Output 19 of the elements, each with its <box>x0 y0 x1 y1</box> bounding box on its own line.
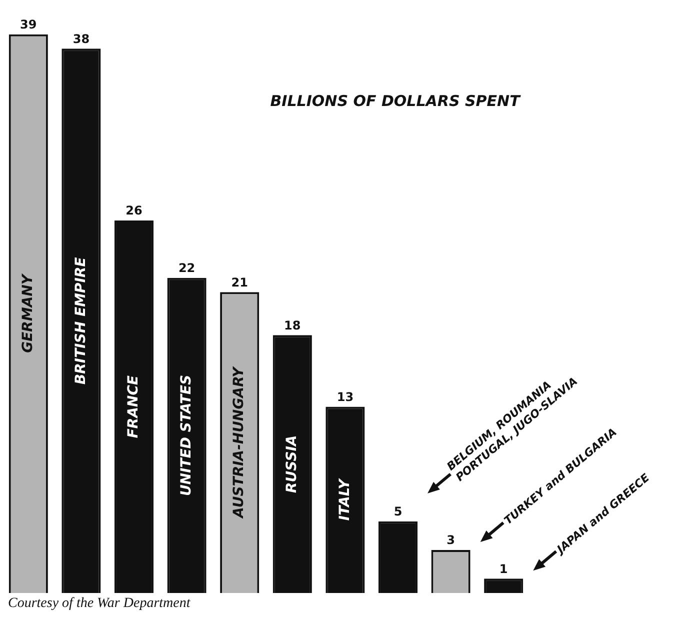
text: Courtesy of the War Department <box>8 596 190 612</box>
x-tick-label: UNITED STATES <box>178 374 194 496</box>
x-tick-label: FRANCE <box>126 374 142 438</box>
data-label: 38 <box>72 32 90 46</box>
data-label: 18 <box>284 318 301 332</box>
data-label: 5 <box>394 504 402 518</box>
data-label: 1 <box>499 562 508 576</box>
data-label: 3 <box>446 533 455 548</box>
x-tick-label: RUSSIA <box>284 435 300 494</box>
x-tick-label: AUSTRIA-HUNGARY <box>231 365 248 519</box>
x-tick-label: GERMANY <box>20 272 36 353</box>
x-tick-label: BRITISH EMPIRE <box>72 256 89 385</box>
data-label: 22 <box>178 260 196 275</box>
data-label: 21 <box>231 275 248 290</box>
text: BILLIONS OF DOLLARS SPENT <box>270 92 522 110</box>
data-label: 13 <box>336 390 354 404</box>
data-label: 39 <box>20 17 37 32</box>
data-label: 26 <box>126 204 142 218</box>
x-tick-label: ITALY <box>336 477 353 521</box>
